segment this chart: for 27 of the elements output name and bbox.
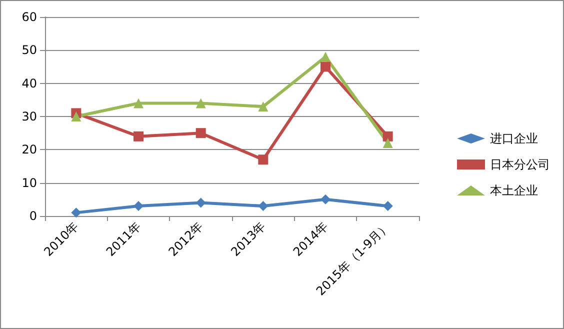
legend-label: 日本分公司: [490, 158, 550, 172]
point: [382, 201, 393, 212]
y-tick-label: 60: [22, 10, 37, 24]
point: [320, 62, 330, 72]
y-tick-label: 10: [22, 176, 37, 190]
point: [320, 52, 330, 62]
point: [71, 208, 82, 218]
point: [134, 131, 144, 142]
point: [134, 98, 144, 108]
point: [196, 128, 206, 138]
y-tick-label: 30: [22, 110, 37, 124]
point: [196, 198, 206, 208]
y-tick-label: 40: [22, 76, 37, 90]
point: [258, 102, 268, 112]
point: [258, 201, 268, 212]
point: [382, 138, 393, 148]
point: [196, 98, 206, 108]
legend-label: 进口企业: [490, 132, 538, 146]
point: [382, 131, 393, 142]
point: [71, 112, 82, 122]
point: [258, 154, 268, 165]
legend-label: 本土企业: [490, 184, 538, 198]
y-tick-label: 20: [22, 142, 37, 157]
y-tick-label: 50: [22, 43, 37, 58]
y-tick-label: 0: [29, 209, 37, 223]
point: [134, 201, 144, 212]
point: [320, 194, 330, 204]
